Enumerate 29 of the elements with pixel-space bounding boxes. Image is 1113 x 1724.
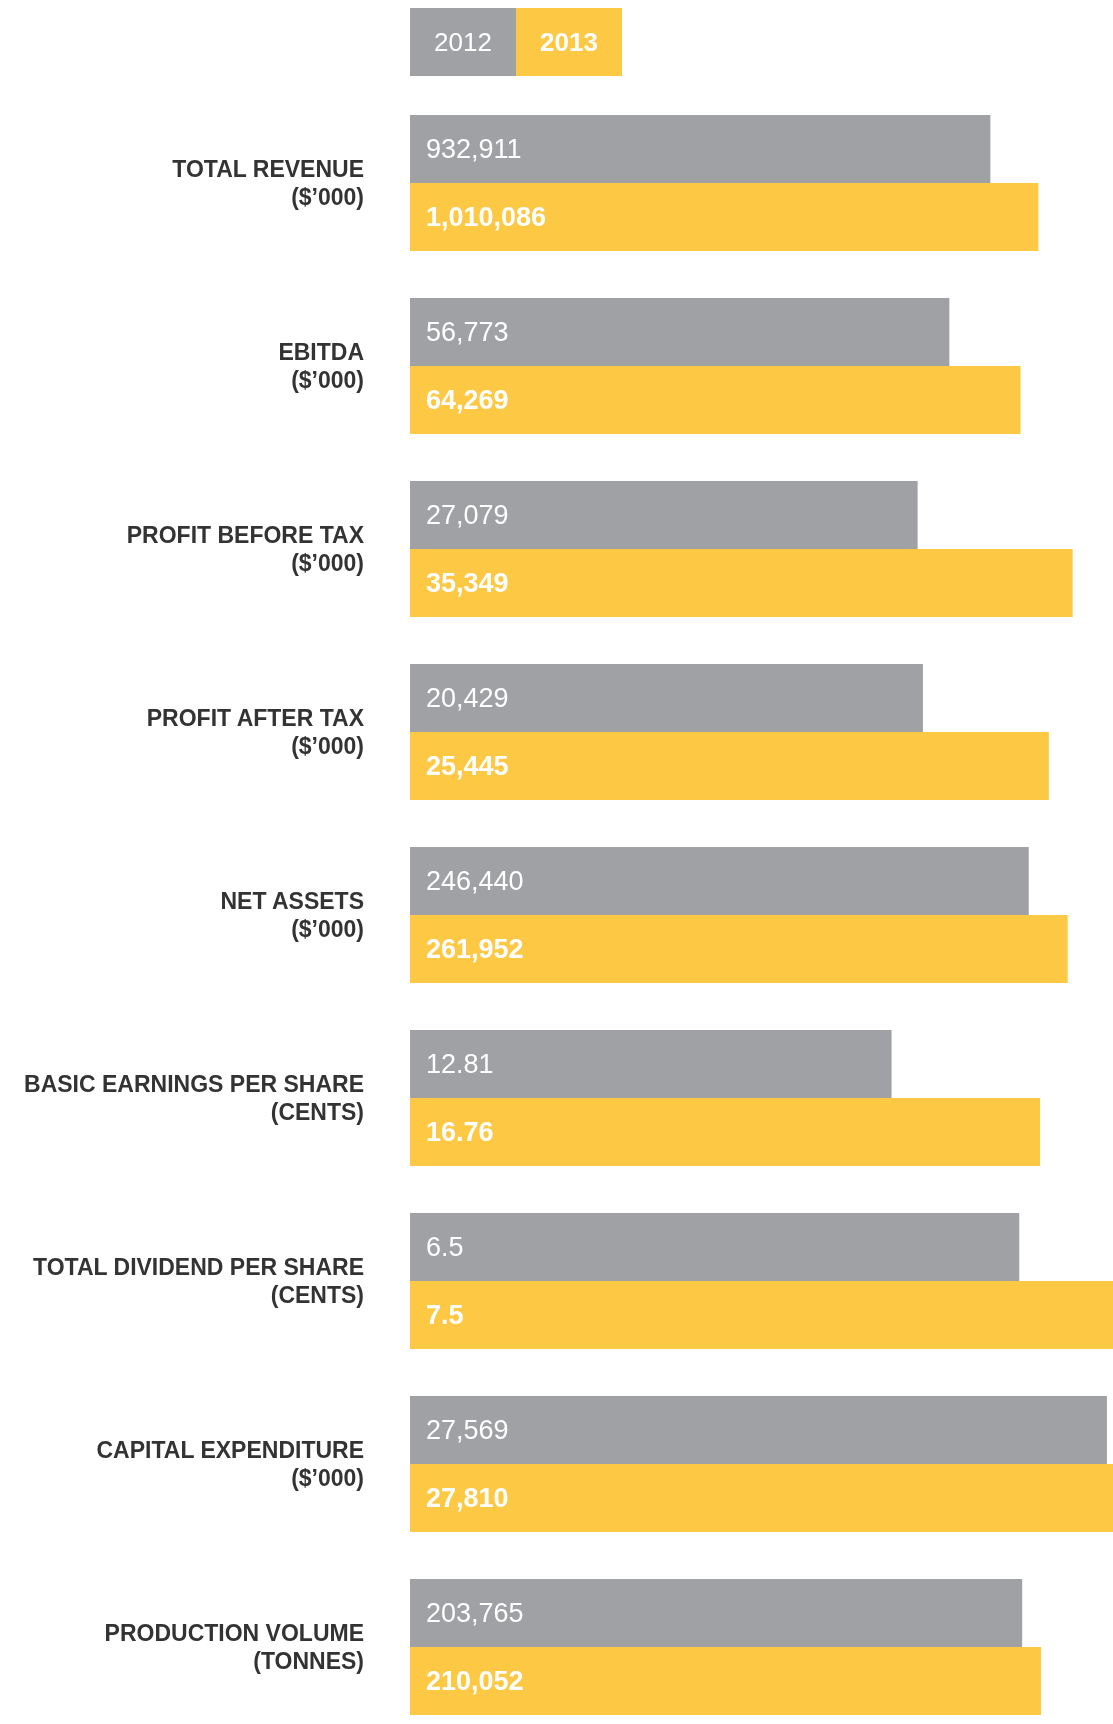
text: 2013 — [516, 8, 622, 76]
y-tick-label: PROFIT BEFORE TAX ($’000) — [126, 521, 365, 576]
data-label: 64,269 — [426, 385, 509, 415]
data-label: 27,569 — [426, 1415, 509, 1445]
y-tick-label: NET ASSETS ($’000) — [220, 887, 364, 942]
data-label: 7.5 — [426, 1300, 464, 1330]
data-label: 35,349 — [426, 568, 509, 598]
y-tick-label: TOTAL REVENUE ($’000) — [172, 155, 364, 210]
data-label: 16.76 — [426, 1117, 494, 1147]
data-label: 27,079 — [426, 500, 509, 530]
y-tick-label: BASIC EARNINGS PER SHARE (CENTS) — [24, 1070, 364, 1125]
data-label: 246,440 — [426, 866, 524, 896]
data-label: 203,765 — [426, 1598, 524, 1628]
data-label: 210,052 — [426, 1666, 524, 1696]
data-label: 261,952 — [426, 934, 524, 964]
y-tick-label: PRODUCTION VOLUME (TONNES) — [104, 1619, 364, 1674]
data-label: 25,445 — [426, 751, 509, 781]
y-tick-label: EBITDA ($’000) — [278, 338, 364, 393]
text: 2012 — [410, 8, 516, 76]
data-label: 1,010,086 — [426, 202, 547, 232]
data-label: 27,810 — [426, 1483, 509, 1513]
y-tick-label: PROFIT AFTER TAX ($’000) — [146, 704, 365, 759]
y-tick-label: TOTAL DIVIDEND PER SHARE (CENTS) — [33, 1253, 364, 1308]
data-label: 6.5 — [426, 1232, 464, 1262]
y-tick-label: CAPITAL EXPENDITURE ($’000) — [96, 1436, 364, 1491]
data-label: 20,429 — [426, 683, 509, 713]
data-label: 12.81 — [426, 1049, 494, 1079]
data-label: 56,773 — [426, 317, 509, 347]
data-label: 932,911 — [426, 134, 522, 164]
